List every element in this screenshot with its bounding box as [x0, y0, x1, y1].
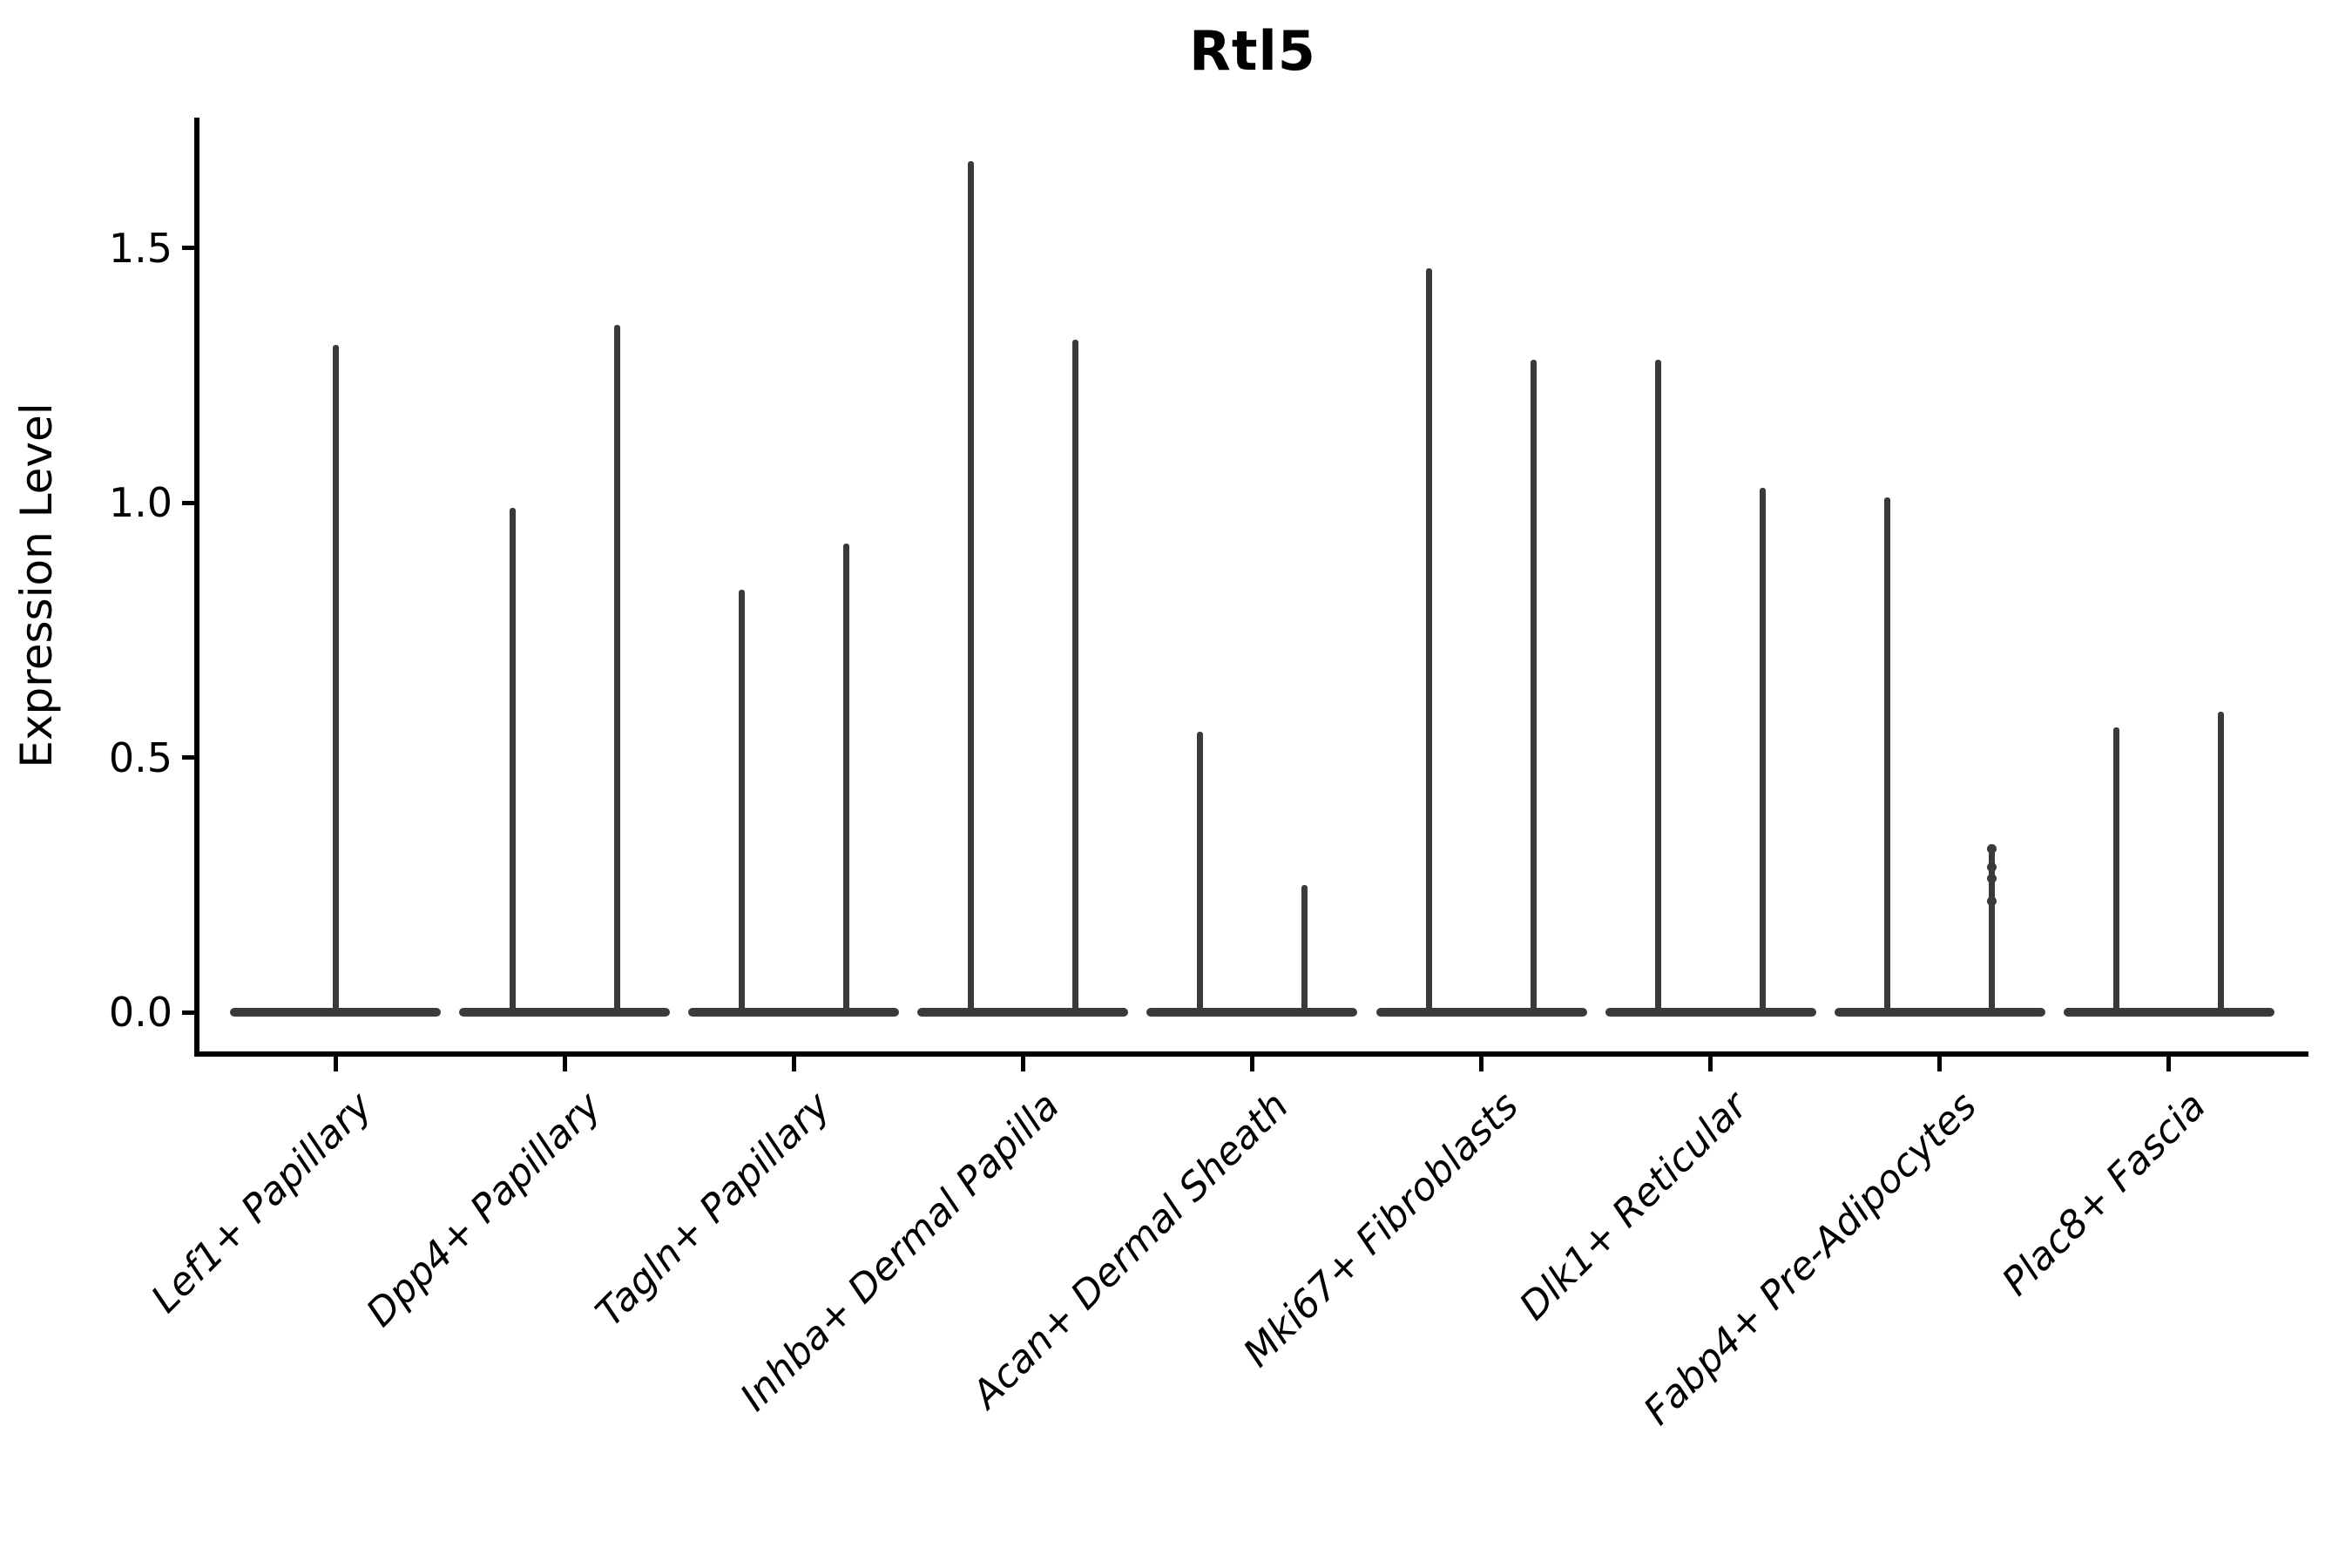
- y-tick-mark: [182, 246, 197, 251]
- x-tick-mark: [1708, 1057, 1713, 1071]
- violin-spike: [1196, 732, 1203, 1015]
- violin-spike: [332, 344, 339, 1015]
- violin-spike: [1884, 497, 1891, 1015]
- violin-jitter-dot: [1987, 896, 1997, 906]
- x-tick-mark: [1249, 1057, 1254, 1071]
- y-tick-label: 0.5: [108, 733, 172, 781]
- y-tick-label: 1.0: [108, 479, 172, 527]
- violin-spike: [842, 543, 849, 1015]
- y-axis-label: Expression Level: [11, 402, 62, 768]
- chart-title: Rtl5: [1189, 19, 1316, 83]
- violin-base: [2063, 1008, 2274, 1017]
- x-tick-mark: [2166, 1057, 2172, 1071]
- violin-spike: [738, 589, 745, 1015]
- violin-base: [688, 1008, 900, 1017]
- y-tick-mark: [182, 500, 197, 505]
- x-tick-mark: [1937, 1057, 1943, 1071]
- violin-spike: [1071, 340, 1078, 1015]
- y-tick-label: 1.5: [108, 224, 172, 272]
- violin-spike: [1426, 268, 1432, 1015]
- violin-base: [917, 1008, 1129, 1017]
- violin-spike: [1301, 884, 1308, 1015]
- violin-spike: [1655, 360, 1662, 1015]
- violin-spike: [2218, 711, 2225, 1015]
- x-tick-mark: [562, 1057, 567, 1071]
- violin-spike: [1989, 848, 1996, 1015]
- violin-spike: [967, 161, 974, 1015]
- x-tick-mark: [1479, 1057, 1484, 1071]
- x-tick-mark: [791, 1057, 796, 1071]
- y-tick-label: 0.0: [108, 989, 172, 1036]
- violin-jitter-dot: [1987, 874, 1997, 884]
- violin-base: [1146, 1008, 1358, 1017]
- violin-spike: [613, 324, 620, 1015]
- violin-spike: [509, 508, 516, 1015]
- x-axis-spine: [194, 1051, 2308, 1057]
- violin-base: [459, 1008, 671, 1017]
- y-tick-mark: [182, 1010, 197, 1015]
- violin-spike: [1531, 360, 1537, 1015]
- x-tick-mark: [1020, 1057, 1025, 1071]
- violin-base: [1605, 1008, 1816, 1017]
- y-tick-mark: [182, 755, 197, 760]
- violin-jitter-dot: [1987, 844, 1997, 855]
- violin-jitter-dot: [1987, 862, 1997, 872]
- violin-base: [1375, 1008, 1587, 1017]
- x-tick-mark: [333, 1057, 338, 1071]
- y-axis-spine: [194, 118, 199, 1057]
- violin-spike: [2113, 727, 2120, 1015]
- violin-base: [1834, 1008, 2045, 1017]
- violin-spike: [1760, 487, 1767, 1015]
